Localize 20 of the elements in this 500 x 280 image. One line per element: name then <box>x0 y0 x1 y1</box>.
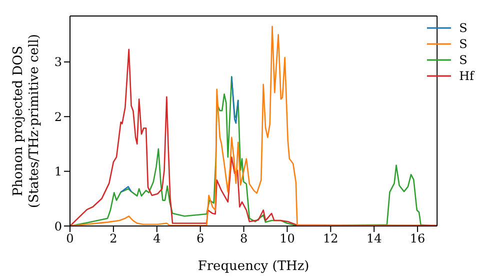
y-tick-label: 3 <box>54 55 62 70</box>
x-tick-label: 0 <box>66 232 74 246</box>
y-tick-label: 2 <box>54 110 62 124</box>
x-tick-label: 12 <box>323 232 338 246</box>
y-tick-label: 0 <box>54 219 62 234</box>
x-tick-label: 14 <box>366 232 382 246</box>
x-tick-label: 10 <box>280 232 295 246</box>
x-tick-label: 2 <box>110 232 118 246</box>
y-axis-title: Phonon projected DOS (States/THz·primitive cell) <box>11 34 42 208</box>
x-tick-label: 4 <box>153 232 162 246</box>
legend-label: S <box>459 36 468 52</box>
legend-label: S <box>459 52 468 68</box>
x-tick-label: 8 <box>240 232 248 246</box>
x-tick-label: 16 <box>410 232 426 246</box>
legend-label: S <box>459 20 468 36</box>
y-tick-label: 1 <box>54 164 62 179</box>
x-tick-label: 6 <box>196 232 204 246</box>
line-series <box>230 76 239 124</box>
legend-label: Hf <box>459 68 474 84</box>
x-axis-title: Frequency (THz) <box>198 259 310 274</box>
